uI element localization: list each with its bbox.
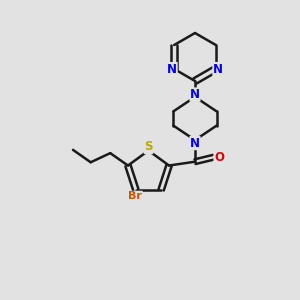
Text: O: O	[214, 151, 224, 164]
Text: N: N	[190, 88, 200, 101]
Text: N: N	[190, 136, 200, 150]
Text: Br: Br	[128, 191, 142, 201]
Text: S: S	[144, 140, 153, 154]
Text: N: N	[167, 62, 177, 76]
Text: N: N	[213, 62, 223, 76]
